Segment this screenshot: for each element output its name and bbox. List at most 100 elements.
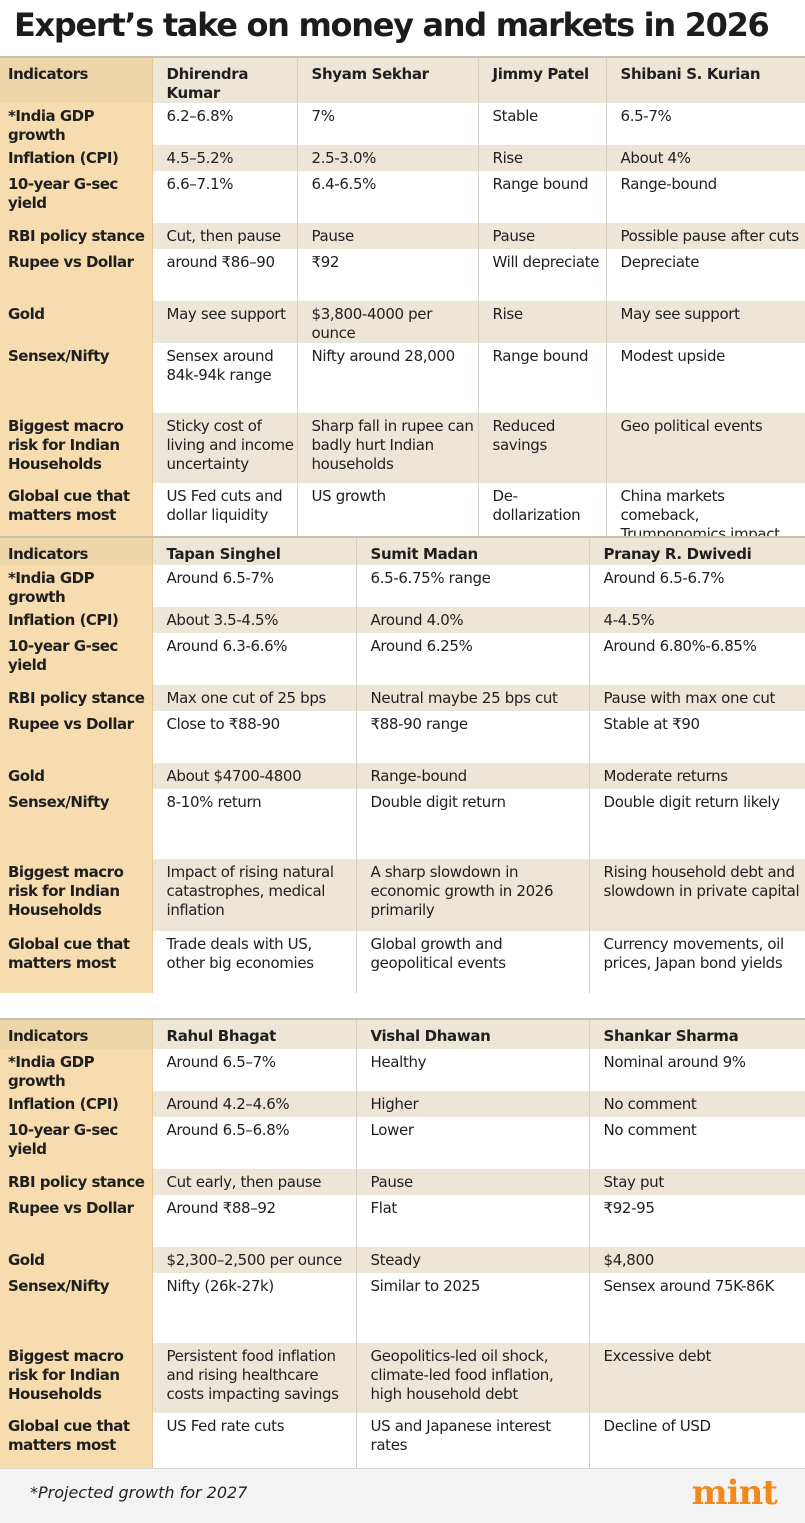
table-cell: US Fed rate cuts [166,1417,285,1435]
indicator-label: Sensex/Nifty [0,789,153,859]
expert-table-1: Indicators Dhirendra Kumar Shyam Sekhar … [0,56,805,544]
expert-name: Sumit Madan [355,536,589,565]
table-cell: 8-10% return [166,793,262,811]
table-cell: China markets comeback, Trumponomics imp… [605,483,805,544]
indicator-label: RBI policy stance [0,223,153,249]
table-cell: Modest upside [605,343,805,413]
table-cell: Max one cut of 25 bps [152,685,356,711]
table-cell: Flat [355,1195,589,1247]
table-cell: Around 6.5–6.8% [166,1121,290,1139]
table-cell: About 4% [605,145,805,171]
table-cell: Geopolitics-led oil shock, climate-led f… [355,1343,589,1413]
table-cell: Pause [296,223,478,249]
indicator-label: RBI policy stance [0,685,153,711]
table-cell: About 3.5-4.5% [152,607,356,633]
header-indicators: Indicators [0,1018,153,1049]
expert-name: Shankar Sharma [588,1018,805,1049]
table-cell: Range-bound [605,171,805,223]
table-cell: Around 6.25% [355,633,589,685]
table-cell: ₹92 [296,249,478,301]
expert-name: Dhirendra Kumar [152,56,297,103]
expert-name: Shyam Sekhar [296,56,478,103]
table-cell: Similar to 2025 [355,1273,589,1343]
table-cell: Possible pause after cuts [605,223,805,249]
expert-table-3: Indicators Rahul Bhagat Vishal Dhawan Sh… [0,1018,805,1473]
table-cell: 7% [296,103,478,145]
indicator-label: 10-year G-sec yield [0,171,153,223]
footer: *Projected growth for 2027 mint [0,1468,805,1523]
indicator-label: Gold [0,1247,153,1273]
table-cell: Around 6.5-7% [166,569,274,587]
table-cell: ₹88-90 range [355,711,589,763]
indicator-label: Inflation (CPI) [0,607,153,633]
indicator-label: RBI policy stance [0,1169,153,1195]
indicator-label: Sensex/Nifty [0,343,153,413]
table-cell: Sensex around 75K-86K [588,1273,805,1343]
table-cell: Lower [355,1117,589,1169]
table-cell: Range bound [477,171,606,223]
table-cell: Reduced savings [477,413,606,483]
table-cell: around ₹86–90 [166,253,276,271]
table-cell: Higher [355,1091,589,1117]
indicator-label: Global cue that matters most [0,931,153,993]
table-cell: A sharp slowdown in economic growth in 2… [355,859,589,931]
table-cell: Pause with max one cut [588,685,805,711]
indicator-label: Rupee vs Dollar [0,711,153,763]
table-cell: Cut, then pause [152,223,297,249]
indicator-label: Biggest macro risk for Indian Households [0,859,153,931]
indicator-label: 10-year G-sec yield [0,633,153,685]
table-cell: Moderate returns [588,763,805,789]
table-cell: $2,300–2,500 per ounce [152,1247,356,1273]
expert-name: Tapan Singhel [152,536,356,565]
table-cell: Steady [355,1247,589,1273]
table-cell: No comment [588,1117,805,1169]
table-cell: Around 6.3-6.6% [166,637,288,655]
table-cell: Around 4.2–4.6% [152,1091,356,1117]
table-cell: 2.5-3.0% [296,145,478,171]
table-cell: Will depreciate [477,249,606,301]
table-cell: About $4700-4800 [152,763,356,789]
indicator-label: *India GDP growth [0,565,153,607]
indicator-label: Gold [0,301,153,343]
indicator-label: Global cue that matters most [0,483,153,544]
table-cell: Around 6.80%-6.85% [588,633,805,685]
table-cell: No comment [588,1091,805,1117]
indicator-label: Rupee vs Dollar [0,249,153,301]
table-cell: Decline of USD [588,1413,805,1473]
table-cell: $4,800 [588,1247,805,1273]
table-cell: Nifty (26k-27k) [166,1277,275,1295]
table-cell: 6.6–7.1% [166,175,234,193]
table-cell: Rise [477,301,606,343]
table-cell: US growth [296,483,478,544]
expert-name: Pranay R. Dwivedi [588,536,805,565]
table-cell: Rising household debt and slowdown in pr… [588,859,805,931]
table-cell: Close to ₹88-90 [166,715,281,733]
table-cell: $3,800-4000 per ounce [296,301,478,343]
expert-name: Jimmy Patel [477,56,606,103]
table-cell: Excessive debt [588,1343,805,1413]
indicator-label: *India GDP growth [0,103,153,145]
indicator-label: Inflation (CPI) [0,1091,153,1117]
table-cell: Double digit return [355,789,589,859]
table-cell: 6.4-6.5% [296,171,478,223]
table-cell: Pause [355,1169,589,1195]
table-cell: Depreciate [605,249,805,301]
table-cell: Double digit return likely [588,789,805,859]
table-cell: Around 4.0% [355,607,589,633]
table-cell: Around 6.5–7% [166,1053,277,1071]
mint-logo: mint [691,1473,778,1513]
table-cell: De-dollarization [477,483,606,544]
table-cell: 6.5-7% [605,103,805,145]
table-cell: Pause [477,223,606,249]
table-cell: Around 6.5-6.7% [588,565,805,607]
table-cell: 4-4.5% [588,607,805,633]
indicator-label: Sensex/Nifty [0,1273,153,1343]
table-cell: Nominal around 9% [588,1049,805,1091]
expert-name: Vishal Dhawan [355,1018,589,1049]
table-cell: Around ₹88–92 [166,1199,277,1217]
table-cell: Stay put [588,1169,805,1195]
table-cell: Range-bound [355,763,589,789]
table-cell: ₹92-95 [588,1195,805,1247]
table-cell: Nifty around 28,000 [296,343,478,413]
indicator-label: Gold [0,763,153,789]
